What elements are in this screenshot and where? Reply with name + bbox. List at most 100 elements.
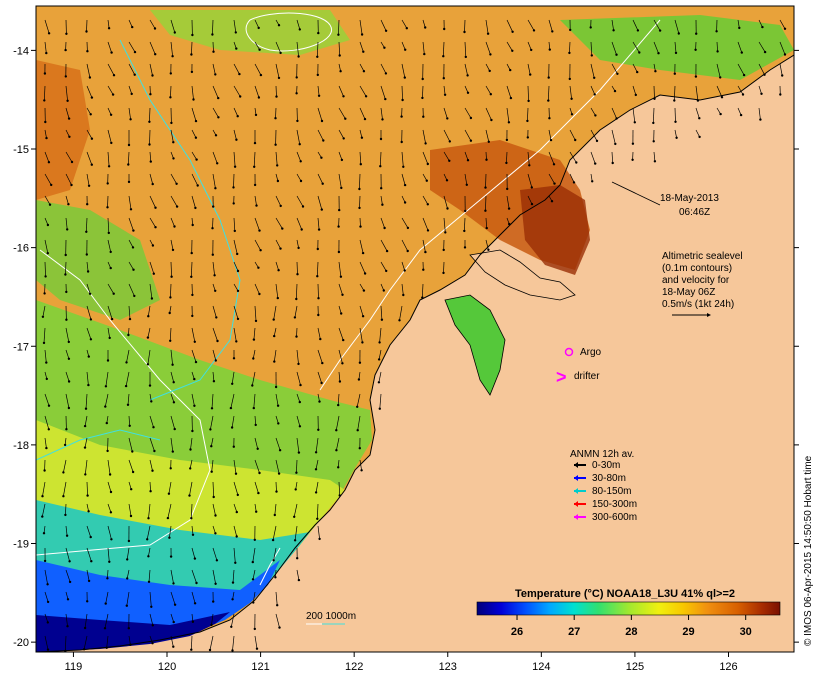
velocity-arrow-head xyxy=(337,250,341,254)
velocity-arrow xyxy=(695,85,699,101)
velocity-arrow-head xyxy=(66,228,69,231)
velocity-arrow-head xyxy=(358,187,361,191)
velocity-arrow-head xyxy=(239,95,242,98)
isobath-short xyxy=(259,547,281,586)
velocity-arrow-head xyxy=(231,581,235,584)
velocity-arrow-head xyxy=(338,54,341,57)
velocity-arrow-head xyxy=(271,538,275,542)
velocity-arrow-head xyxy=(154,206,157,209)
velocity-arrow-head xyxy=(314,451,318,454)
velocity-arrow xyxy=(506,151,508,163)
velocity-arrow xyxy=(569,41,571,53)
velocity-arrow xyxy=(422,19,426,28)
velocity-arrow xyxy=(337,459,340,468)
velocity-arrow-head xyxy=(677,32,680,35)
velocity-arrow xyxy=(149,635,153,644)
velocity-arrow xyxy=(149,393,152,402)
velocity-arrow xyxy=(779,19,786,29)
velocity-arrow-head xyxy=(359,225,362,228)
velocity-arrow-head xyxy=(485,158,488,161)
velocity-arrow-head xyxy=(317,297,320,300)
velocity-arrow xyxy=(548,41,551,50)
velocity-arrow xyxy=(275,195,282,207)
velocity-arrow xyxy=(86,129,93,139)
velocity-arrow-head xyxy=(173,603,177,606)
velocity-arrow-head xyxy=(127,539,131,543)
velocity-arrow-head xyxy=(233,229,236,233)
velocity-arrow xyxy=(169,327,172,341)
velocity-arrow xyxy=(527,173,533,188)
velocity-arrow xyxy=(86,503,89,512)
velocity-arrow-head xyxy=(46,600,50,604)
velocity-arrow xyxy=(128,41,136,53)
velocity-arrow xyxy=(170,195,178,207)
velocity-arrow-head xyxy=(507,121,511,124)
velocity-arrow-head xyxy=(340,312,343,315)
velocity-arrow xyxy=(65,261,67,275)
velocity-arrow xyxy=(275,459,280,474)
velocity-arrow-head xyxy=(238,72,241,76)
velocity-arrow xyxy=(653,63,656,72)
velocity-arrow-head xyxy=(360,136,364,139)
velocity-arrow-head xyxy=(320,381,323,385)
velocity-arrow xyxy=(254,459,260,474)
velocity-arrow xyxy=(107,569,109,579)
velocity-arrow-head xyxy=(552,163,556,166)
velocity-arrow xyxy=(569,151,577,163)
velocity-arrow-head xyxy=(229,406,233,410)
velocity-arrow-head xyxy=(66,99,69,103)
velocity-arrow xyxy=(233,19,237,33)
velocity-arrow xyxy=(401,283,404,296)
velocity-arrow-head xyxy=(191,429,194,433)
colorbar: Temperature (°C) NOAA18_L3U 41% ql>=2 26… xyxy=(476,588,781,638)
velocity-arrow-head xyxy=(209,428,212,431)
velocity-arrow-head xyxy=(257,96,261,99)
x-tick-label: 126 xyxy=(719,661,737,673)
velocity-arrow xyxy=(147,327,151,338)
velocity-arrow xyxy=(359,151,362,165)
velocity-arrow-head xyxy=(172,381,175,384)
velocity-arrow xyxy=(358,371,361,380)
velocity-arrow xyxy=(379,393,382,409)
velocity-arrow-head xyxy=(251,560,254,564)
velocity-arrow xyxy=(716,41,718,52)
velocity-arrow xyxy=(548,19,553,32)
velocity-arrow-head xyxy=(316,247,319,251)
velocity-arrow-head xyxy=(129,208,133,211)
velocity-arrow-head xyxy=(129,118,132,121)
velocity-arrow-head xyxy=(46,583,49,586)
velocity-arrow-head xyxy=(593,93,596,96)
velocity-arrow xyxy=(359,217,361,227)
velocity-arrow xyxy=(359,85,367,97)
velocity-arrow-head xyxy=(44,275,47,278)
velocity-arrow-head xyxy=(338,380,342,383)
velocity-arrow-head xyxy=(149,160,152,163)
velocity-arrow-head xyxy=(191,533,195,536)
velocity-arrow xyxy=(107,525,112,540)
velocity-arrow-head xyxy=(295,471,298,474)
velocity-arrow-head xyxy=(297,55,300,58)
velocity-arrow-head xyxy=(464,55,467,59)
drifter-label: drifter xyxy=(574,371,600,382)
velocity-arrow xyxy=(359,107,366,120)
velocity-arrow xyxy=(632,107,636,123)
velocity-arrow-head xyxy=(469,116,473,120)
velocity-arrow-head xyxy=(131,450,134,453)
velocity-arrow xyxy=(296,415,301,427)
velocity-arrow-head xyxy=(530,186,533,189)
velocity-arrow xyxy=(233,327,237,342)
velocity-arrow xyxy=(317,107,323,122)
velocity-arrow xyxy=(212,503,216,516)
velocity-arrow-head xyxy=(169,339,172,342)
legend-item-label: 150-300m xyxy=(592,499,637,510)
velocity-arrow-head xyxy=(448,140,451,143)
velocity-arrow-head xyxy=(190,648,193,651)
velocity-arrow-head xyxy=(298,143,301,146)
velocity-arrow xyxy=(273,327,277,337)
velocity-arrow-head xyxy=(190,517,193,520)
velocity-arrow-head xyxy=(466,91,470,95)
velocity-arrow xyxy=(569,173,575,183)
velocity-arrow xyxy=(190,437,193,450)
velocity-arrow-head xyxy=(109,490,113,494)
velocity-arrow-head xyxy=(673,72,676,75)
